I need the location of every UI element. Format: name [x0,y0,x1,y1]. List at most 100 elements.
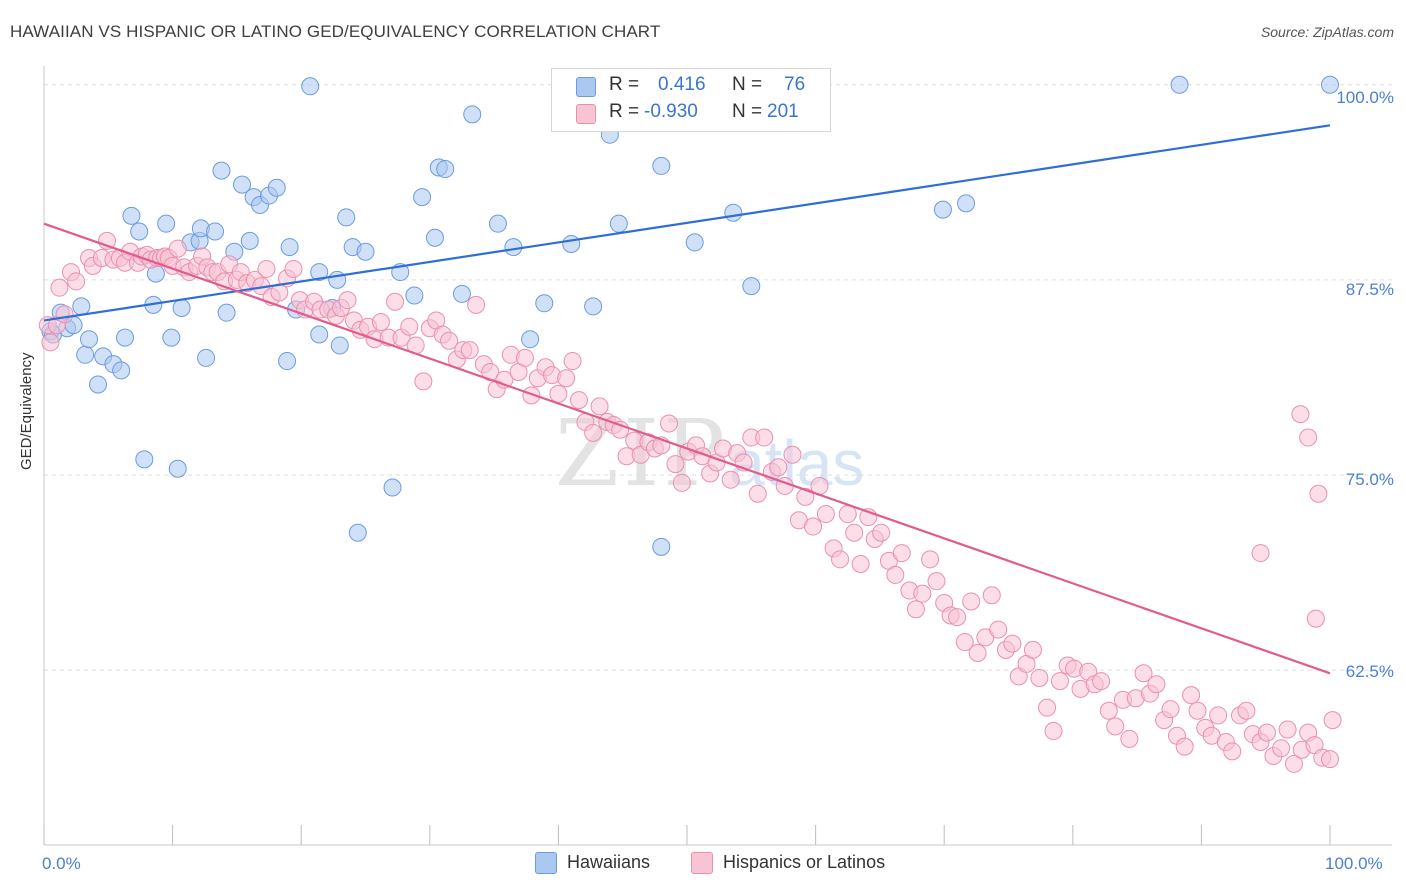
hispanic-point [672,473,691,492]
r-value: 0.416 [658,74,706,95]
hispanic-point [1323,711,1342,730]
stats-legend: R = 0.416 N = 76 R = -0.930 N = 201 [551,68,831,132]
hawaiian-point [1321,75,1339,94]
hispanic-point [460,341,479,360]
hawaiian-point [933,200,952,219]
hawaiian-point [157,214,176,233]
hispanic-point [41,333,60,352]
hispanic-point [284,259,303,278]
hispanic-point [1038,698,1057,717]
hawaiian-point [240,231,259,250]
hawaiian-point [310,263,329,282]
hawaiian-point [1170,75,1189,94]
hispanic-point [515,348,534,367]
hispanic-point [913,584,932,603]
hispanic-point [872,523,891,542]
hawaiian-trend-line [43,124,1331,322]
r-value: -0.930 [644,101,698,122]
hispanic-point [1106,717,1125,736]
hispanic-point [440,331,459,350]
hispanic-point [982,586,1001,605]
hawaiian-point [652,537,671,556]
hispanic-point [1278,720,1297,739]
hawaiian-point [172,298,191,317]
hispanic-point [584,423,603,442]
n-value: 201 [767,101,799,122]
hispanic-point [55,305,74,324]
hispanic-point [796,487,815,506]
hispanic-point [831,550,850,569]
hawaiian-point [504,238,523,257]
hawaiian-point [348,523,367,542]
hawaiian-point [116,328,135,347]
hawaiian-point [535,294,554,313]
hispanic-point [1299,428,1318,447]
hawaiian-point [89,375,108,394]
hawaiian-point [957,194,976,213]
hawaiian-point [356,242,375,261]
hispanic-point [755,428,774,447]
n-label: N = [732,74,763,95]
hawaiian-point [425,228,444,247]
hispanic-point [257,259,276,278]
hawaiian-point [652,156,671,175]
hispanic-point [1321,750,1339,769]
hispanic-point [892,544,911,563]
hispanic-point [1120,729,1139,748]
hawaiian-point [310,325,329,344]
hispanic-point [1251,544,1270,563]
legend-swatch-pink [576,104,596,124]
y-tick-label: 100.0% [1336,88,1394,107]
hispanic-point [769,458,788,477]
hawaiian-point [328,270,347,289]
hawaiian-point [122,206,141,225]
hispanic-point [989,620,1008,639]
hispanic-point [590,397,609,416]
hispanic-point [968,643,987,662]
hispanic-point [1309,484,1328,503]
hawaiian-point [609,214,628,233]
hispanic-point [1272,739,1291,758]
hispanic-point [1291,405,1310,424]
hawaiian-point [72,297,91,316]
hispanic-point [851,554,870,573]
hawaiian-point [584,297,603,316]
hawaiian-point [112,361,131,380]
r-label: R = [609,74,640,95]
hispanic-point [838,505,857,524]
legend-swatch-blue [576,77,596,97]
hispanic-point [962,592,981,611]
hispanic-point [1182,686,1201,705]
n-label: N = [732,101,763,122]
hispanic-point [168,239,187,258]
y-tick-label: 87.5% [1345,280,1394,299]
hispanic-point [721,470,740,489]
hispanic-point [804,517,823,536]
hispanic-point [1188,701,1207,720]
hispanic-point [906,600,925,619]
legend-label-hawaiians: Hawaiians [567,852,651,872]
hispanic-point [371,313,390,332]
hispanic-point [948,608,967,627]
hispanic-point [1092,672,1111,691]
hawaiian-point [413,188,432,207]
hispanic-point [400,317,419,336]
hawaiian-point [521,330,540,349]
hispanic-point [1044,722,1063,741]
hawaiian-point [452,284,471,303]
hawaiian-point [301,77,320,96]
hispanic-point [955,633,974,652]
hispanic-point [921,550,940,569]
hispanic-point [1284,754,1303,773]
hispanic-point [1175,737,1194,756]
hawaiian-point [562,234,581,253]
hispanic-point [67,272,86,291]
hawaiian-point [405,286,424,305]
hispanic-point [783,445,802,464]
hispanic-point [1147,675,1166,694]
hispanic-point [927,572,946,591]
hispanic-point [1099,701,1118,720]
hawaiian-point [337,208,356,227]
hawaiian-point [330,336,349,355]
